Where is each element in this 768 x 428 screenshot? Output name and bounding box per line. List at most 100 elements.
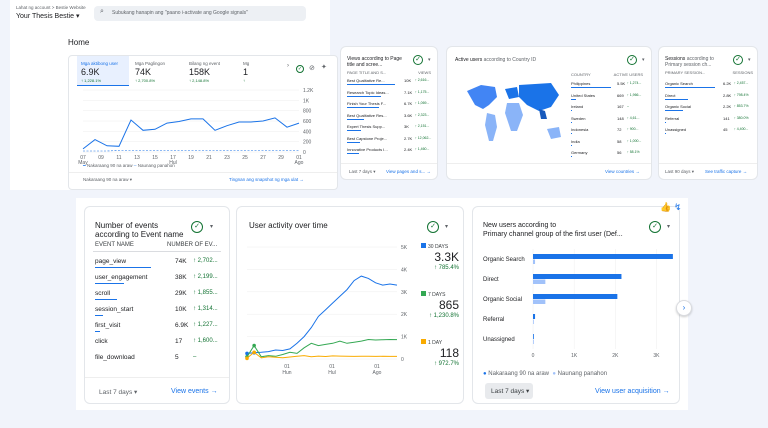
- table-row[interactable]: Best Qualitative Res... 3.6K ↑ 2,323...: [341, 113, 437, 125]
- table-row[interactable]: Finish Your Thesis F... 6.7K ↑ 1,069...: [341, 101, 437, 113]
- date-range-dropdown[interactable]: Last 7 days ▾: [349, 169, 376, 174]
- metric-tab[interactable]: Mga Paglingon 74K ↑ 2,700.8%: [131, 56, 183, 86]
- table-row[interactable]: Best Qualitative Re... 10K ↑ 2,616...: [341, 78, 437, 90]
- col-header-views: VIEWS: [418, 70, 431, 75]
- table-row[interactable]: Best Capstone Proje... 2.7K ↑ 12,062...: [341, 136, 437, 148]
- x-tick-sublabel: May: [78, 160, 88, 166]
- chevron-right-icon[interactable]: ›: [287, 63, 289, 69]
- row-value: 5: [175, 354, 179, 361]
- x-tick-label: 07: [80, 155, 86, 161]
- row-change: ↑ 1,855...: [193, 290, 218, 296]
- status-check-icon: ✓: [413, 55, 423, 65]
- view-countries-link[interactable]: View countries →: [605, 169, 640, 174]
- view-events-link[interactable]: View events →: [171, 388, 218, 395]
- table-row[interactable]: Unassigned 45 ↑ 4,400...: [659, 127, 757, 139]
- row-name: Germany: [571, 150, 588, 155]
- metric-tab[interactable]: Bilang ng event 158K ↑ 2,148.8%: [185, 56, 237, 86]
- table-row[interactable]: file_download 5 –: [85, 354, 229, 370]
- table-row[interactable]: click 17 ↑ 1,600...: [85, 338, 229, 354]
- traffic-capture-link[interactable]: See traffic capture →: [705, 169, 748, 174]
- row-value: 6.9K: [175, 322, 189, 329]
- table-row[interactable]: Sweden 148 ↑ 4,61...: [567, 115, 651, 128]
- chevron-down-icon[interactable]: ▾: [748, 57, 751, 63]
- search-box[interactable]: ⌕ Subukang hanapin ang "paano i-activate…: [94, 6, 306, 21]
- row-bar: [95, 314, 103, 316]
- row-bar: [347, 130, 362, 131]
- x-tick-label: 01: [374, 364, 380, 370]
- table-row[interactable]: Philippines 5.5K ↑ 1,274...: [567, 81, 651, 93]
- date-range-dropdown[interactable]: Last 7 days ▾: [99, 389, 138, 396]
- series-point: [252, 350, 256, 355]
- table-row[interactable]: Indonesia 72 ↑ 900...: [567, 127, 651, 139]
- table-row[interactable]: Organic Social 2.2K ↑ 853.7%: [659, 104, 757, 116]
- table-row[interactable]: Germany 56 ↑ 58.1%: [567, 150, 651, 162]
- bar-previous: [533, 279, 546, 284]
- row-name: Indonesia: [571, 127, 589, 132]
- property-selector[interactable]: Your Thesis Bestie ▾: [16, 13, 80, 20]
- chevron-down-icon[interactable]: ▾: [667, 224, 671, 230]
- row-value: 3K: [404, 124, 409, 129]
- breadcrumb[interactable]: Lahat ng account > Bestie Website: [16, 5, 86, 10]
- chevron-right-icon: ›: [682, 303, 686, 312]
- table-row[interactable]: Direct 2.8K ↑ 798.4%: [659, 93, 757, 105]
- table-row[interactable]: Research Topic Ideas... 7.1K ↑ 1,175...: [341, 90, 437, 102]
- bar-previous: [533, 339, 534, 344]
- metric-tab[interactable]: Mga aktibong user 6.9K ↑ 1,228.1%: [77, 56, 129, 86]
- share-icon[interactable]: ↯: [674, 202, 682, 212]
- table-row[interactable]: India 58 ↑ 1,000...: [567, 139, 651, 151]
- row-value: 7.1K: [404, 89, 413, 95]
- x-tick-label: 0: [532, 353, 535, 359]
- row-name: Sweden: [571, 115, 586, 121]
- x-tick-sublabel: Hul: [328, 370, 336, 376]
- date-range-dropdown[interactable]: Last 7 days ▾: [485, 383, 533, 399]
- row-name: Finish Your Thesis F...: [347, 101, 387, 106]
- row-bar: [347, 107, 379, 108]
- view-pages-link[interactable]: View pages and s... →: [386, 169, 431, 174]
- table-row[interactable]: session_start 10K ↑ 1,314...: [85, 306, 229, 322]
- table-row[interactable]: Referral 141 ↑ 380.0%: [659, 116, 757, 128]
- chevron-down-icon[interactable]: ▾: [445, 224, 449, 230]
- search-input[interactable]: Subukang hanapin ang "paano i-activate a…: [112, 10, 248, 16]
- compare-icon[interactable]: ⊘: [309, 65, 315, 72]
- table-row[interactable]: Organic Search 6.2K ↑ 2,457...: [659, 81, 757, 93]
- table-row[interactable]: Ireland 167–: [567, 104, 651, 116]
- thumbs-up-icon[interactable]: 👍: [660, 202, 672, 212]
- y-tick-label: 1K: [303, 98, 310, 104]
- snapshot-link[interactable]: Tingnan ang snapshot ng mga ulat →: [229, 177, 304, 182]
- metric-tab[interactable]: Mg 1 ↑: [239, 56, 291, 86]
- row-value: 56: [617, 150, 622, 155]
- table-row[interactable]: first_visit 6.9K ↑ 1,227...: [85, 322, 229, 338]
- table-row[interactable]: scroll 29K ↑ 1,855...: [85, 290, 229, 306]
- row-change: –: [193, 354, 197, 360]
- chevron-down-icon[interactable]: ▾: [428, 57, 431, 63]
- legend-item: 1 DAY 118 ↑ 972.7%: [417, 339, 463, 385]
- table-row[interactable]: United States 669 ↑ 1,966...: [567, 93, 651, 105]
- view-acquisition-link[interactable]: View user acquisition →: [595, 388, 670, 395]
- bar-previous: [533, 319, 534, 324]
- row-bar: [347, 95, 381, 97]
- overview-card: Mga aktibong user 6.9K ↑ 1,228.1% Mga Pagli…: [68, 55, 338, 190]
- chevron-down-icon[interactable]: ▾: [642, 57, 645, 63]
- row-change: ↑ 798.4%: [734, 92, 749, 97]
- table-row[interactable]: Expert Thesis Supp... 3K ↑ 2,151...: [341, 124, 437, 136]
- col-header-sessions: SESSIONS: [732, 70, 753, 75]
- insights-icon[interactable]: ✦: [321, 64, 327, 71]
- metric-value: 158K: [189, 67, 211, 77]
- table-row[interactable]: user_engagement 38K ↑ 2,199...: [85, 274, 229, 290]
- date-range-dropdown[interactable]: Nakaraang 90 na araw ▾: [83, 177, 133, 182]
- row-value: 29K: [175, 290, 187, 297]
- chevron-down-icon[interactable]: ▾: [210, 224, 214, 230]
- legend-change: ↑ 785.4%: [433, 265, 459, 271]
- table-row[interactable]: Innovative Products I... 2.4K ↑ 1,460...: [341, 147, 437, 159]
- x-tick-sublabel: Hul: [169, 160, 177, 166]
- x-tick-label: 21: [206, 155, 212, 161]
- table-row[interactable]: page_view 74K ↑ 2,702...: [85, 258, 229, 274]
- row-name: click: [95, 338, 108, 345]
- date-range-dropdown[interactable]: Last 90 days ▾: [665, 169, 695, 174]
- row-name: page_view: [95, 258, 127, 265]
- newusers-title: New users according to Primary channel gr…: [483, 222, 623, 238]
- next-arrow-button[interactable]: ›: [676, 300, 692, 316]
- row-value: 10K: [404, 78, 412, 83]
- x-tick-label: 25: [242, 155, 248, 161]
- metric-label: Mga aktibong user: [81, 61, 119, 66]
